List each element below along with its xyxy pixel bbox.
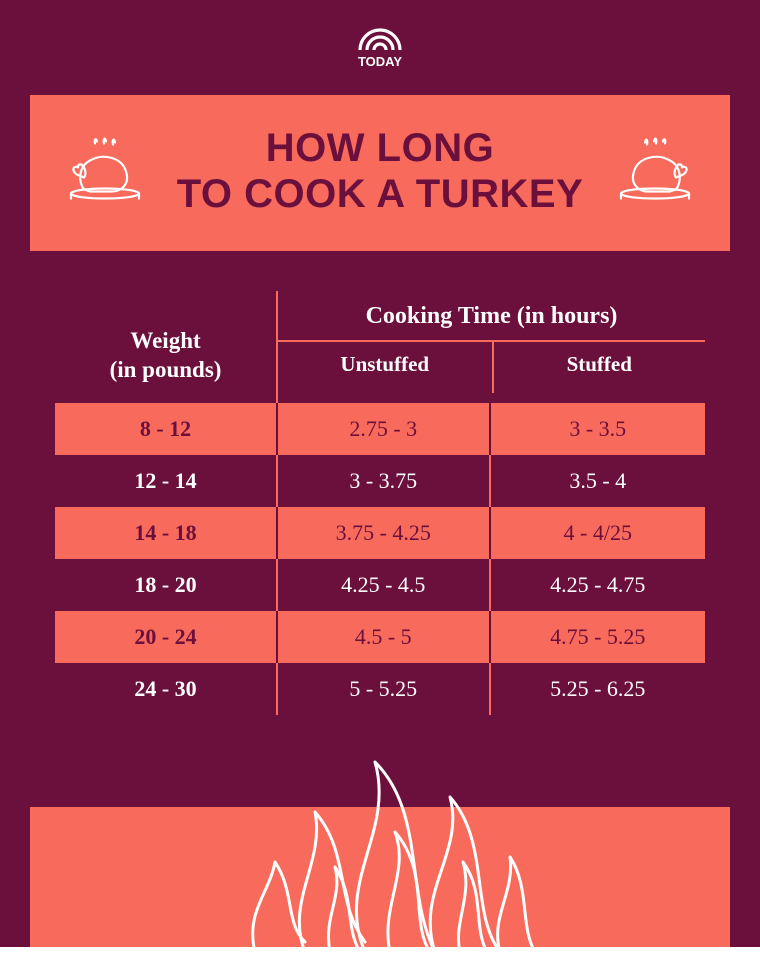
flames-icon [215,742,545,957]
cell-unstuffed: 2.75 - 3 [276,403,491,455]
cell-unstuffed: 3.75 - 4.25 [276,507,491,559]
logo-wrap: TODAY [0,0,760,75]
logo-text: TODAY [358,54,402,69]
cell-weight: 18 - 20 [55,559,276,611]
turkey-icon [610,132,700,215]
cell-weight: 8 - 12 [55,403,276,455]
cell-stuffed: 5.25 - 6.25 [491,663,706,715]
sunrise-icon: TODAY [345,20,415,70]
table-row: 24 - 305 - 5.255.25 - 6.25 [55,663,705,715]
weight-header-l2: (in pounds) [110,357,222,382]
cell-weight: 12 - 14 [55,455,276,507]
table-body: 8 - 122.75 - 33 - 3.512 - 143 - 3.753.5 … [55,403,705,715]
col-header-time: Cooking Time (in hours) [278,291,705,340]
cell-unstuffed: 3 - 3.75 [276,455,491,507]
weight-header-l1: Weight [130,328,200,353]
turkey-icon [60,132,150,215]
cell-weight: 14 - 18 [55,507,276,559]
table-row: 12 - 143 - 3.753.5 - 4 [55,455,705,507]
col-header-weight: Weight (in pounds) [55,291,276,403]
cell-stuffed: 3 - 3.5 [491,403,706,455]
col-header-stuffed: Stuffed [492,342,706,393]
table-row: 18 - 204.25 - 4.54.25 - 4.75 [55,559,705,611]
col-subheaders: Unstuffed Stuffed [278,340,705,393]
footer-band [30,807,730,947]
header-banner: HOW LONG TO COOK A TURKEY [30,95,730,251]
col-header-time-group: Cooking Time (in hours) Unstuffed Stuffe… [276,291,705,403]
cell-unstuffed: 5 - 5.25 [276,663,491,715]
cell-stuffed: 4.75 - 5.25 [491,611,706,663]
table-row: 14 - 183.75 - 4.254 - 4/25 [55,507,705,559]
cell-stuffed: 4.25 - 4.75 [491,559,706,611]
cell-unstuffed: 4.25 - 4.5 [276,559,491,611]
cell-weight: 24 - 30 [55,663,276,715]
cooking-time-table: Weight (in pounds) Cooking Time (in hour… [55,291,705,715]
table-row: 20 - 244.5 - 54.75 - 5.25 [55,611,705,663]
infographic-page: TODAY HOW LONG TO COOK A TURKEY [0,0,760,947]
table-row: 8 - 122.75 - 33 - 3.5 [55,403,705,455]
cell-weight: 20 - 24 [55,611,276,663]
cell-unstuffed: 4.5 - 5 [276,611,491,663]
cell-stuffed: 3.5 - 4 [491,455,706,507]
today-logo: TODAY [345,20,415,75]
cell-stuffed: 4 - 4/25 [491,507,706,559]
table-header: Weight (in pounds) Cooking Time (in hour… [55,291,705,403]
col-header-unstuffed: Unstuffed [278,342,492,393]
